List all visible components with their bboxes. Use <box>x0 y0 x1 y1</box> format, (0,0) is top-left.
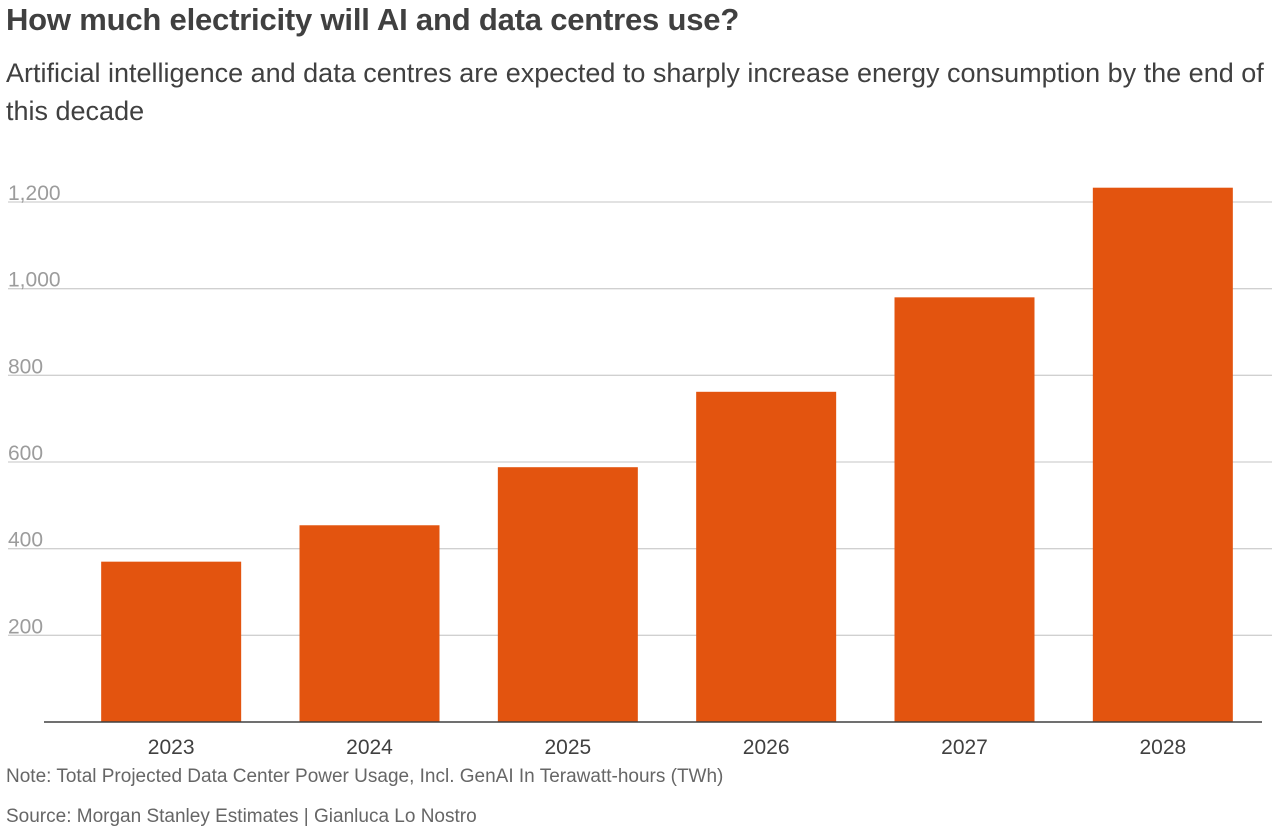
y-tick-label: 800 <box>8 355 43 378</box>
bar <box>696 391 837 722</box>
y-tick-label: 600 <box>8 442 43 465</box>
chart-source: Source: Morgan Stanley Estimates | Gianl… <box>6 806 477 827</box>
chart-note: Note: Total Projected Data Center Power … <box>6 766 724 787</box>
x-tick-label: 2028 <box>1139 736 1186 759</box>
bar <box>497 467 638 722</box>
x-tick-label: 2025 <box>544 736 591 759</box>
x-tick-label: 2024 <box>346 736 393 759</box>
bar <box>299 525 440 722</box>
bar <box>1092 187 1233 722</box>
chart-subtitle: Artificial intelligence and data centres… <box>6 58 1264 126</box>
bar <box>894 297 1035 722</box>
x-tick-label: 2026 <box>743 736 790 759</box>
y-tick-label: 1,000 <box>8 269 61 292</box>
y-tick-label: 200 <box>8 615 43 638</box>
y-tick-label: 1,200 <box>8 182 61 205</box>
x-tick-label: 2027 <box>941 736 988 759</box>
bar <box>101 561 242 722</box>
y-tick-label: 400 <box>8 529 43 552</box>
chart-title: How much electricity will AI and data ce… <box>6 2 740 37</box>
x-tick-label: 2023 <box>148 736 195 759</box>
